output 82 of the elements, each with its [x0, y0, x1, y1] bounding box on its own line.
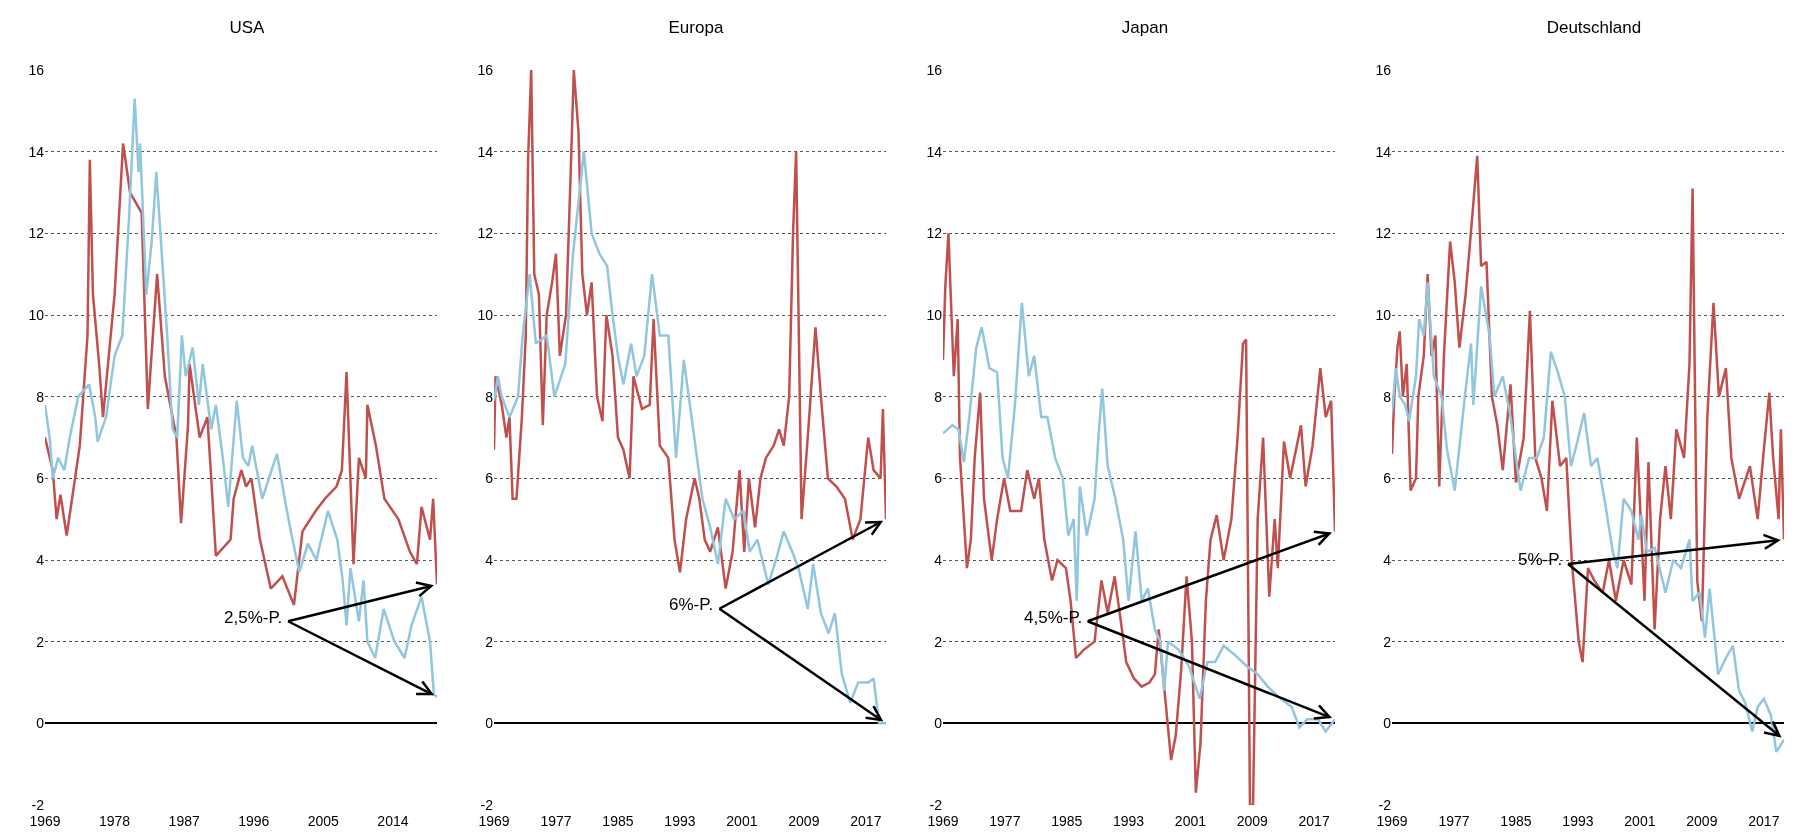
- annotation: 2,5%-P.: [224, 608, 283, 627]
- x-tick-label: 2001: [726, 813, 758, 829]
- x-tick-label: 1969: [1376, 813, 1408, 829]
- y-tick-label: 8: [1383, 388, 1392, 405]
- x-tick-label: 1969: [29, 813, 61, 829]
- x-tick-label: 2001: [1174, 813, 1207, 829]
- y-tick-label: 0: [36, 715, 45, 732]
- y-tick-label: 2: [1383, 633, 1392, 650]
- line-series: [1392, 154, 1784, 664]
- x-tick-label: 1996: [238, 813, 270, 829]
- y-tick-label: 14: [1375, 143, 1392, 160]
- line-series: [45, 142, 437, 607]
- x-tick-label: 1977: [989, 813, 1021, 829]
- x-tick-label: 1978: [99, 813, 131, 829]
- line-series: [494, 150, 886, 725]
- y-tick-label: 2: [485, 633, 494, 650]
- y-tick-label: 6: [1383, 470, 1392, 487]
- x-tick-label: 1969: [478, 813, 510, 829]
- y-tick-label: 12: [926, 225, 943, 242]
- x-tick-label: 2001: [1624, 813, 1656, 829]
- x-tick-label: 1985: [602, 813, 634, 829]
- line-series: [1392, 281, 1784, 754]
- x-tick-label: 1987: [168, 813, 200, 829]
- chart-title: Europa: [668, 17, 724, 37]
- y-tick-label: 6: [485, 470, 494, 487]
- y-tick-label: 14: [477, 143, 494, 160]
- x-tick-label: 1993: [1112, 813, 1145, 829]
- y-tick-label: 2: [36, 633, 45, 650]
- y-tick-label: 10: [1375, 306, 1392, 323]
- line-series: [943, 301, 1335, 733]
- x-tick-label: 2009: [1686, 813, 1718, 829]
- y-tick-label: 8: [934, 388, 943, 405]
- y-tick-label: 2: [934, 633, 943, 650]
- y-tick-label: 12: [28, 225, 45, 242]
- y-tick-label: -2: [31, 796, 45, 813]
- y-tick-label: 16: [28, 61, 45, 78]
- x-tick-label: 2017: [1748, 813, 1780, 829]
- annotation: 5%-P.: [1518, 550, 1563, 569]
- y-tick-label: 10: [477, 306, 494, 323]
- y-tick-label: 12: [477, 225, 494, 242]
- x-tick-label: 1985: [1500, 813, 1532, 829]
- x-tick-label: 1977: [540, 813, 572, 829]
- y-tick-label: 0: [934, 715, 943, 732]
- y-tick-label: 8: [485, 388, 494, 405]
- line-series: [494, 70, 886, 590]
- chart-title: Deutschland: [1546, 17, 1642, 37]
- chart-title: Japan: [1121, 17, 1169, 37]
- x-tick-label: 1977: [1438, 813, 1470, 829]
- y-tick-label: 12: [1375, 225, 1392, 242]
- x-tick-label: 1969: [927, 813, 959, 829]
- y-tick-label: 10: [28, 306, 45, 323]
- y-tick-label: 4: [485, 551, 494, 568]
- y-tick-label: 14: [926, 143, 943, 160]
- line-series: [45, 97, 437, 699]
- y-tick-label: 16: [477, 61, 494, 78]
- x-tick-label: 2005: [307, 813, 340, 829]
- y-tick-label: 4: [934, 551, 943, 568]
- y-tick-label: 6: [36, 470, 45, 487]
- y-tick-label: 4: [36, 551, 45, 568]
- y-tick-label: 6: [934, 470, 943, 487]
- y-tick-label: -2: [929, 796, 943, 813]
- x-tick-label: 1985: [1051, 813, 1083, 829]
- y-tick-label: 8: [36, 388, 45, 405]
- y-tick-label: -2: [480, 796, 494, 813]
- chart-title: USA: [229, 17, 266, 37]
- y-tick-label: 10: [926, 306, 943, 323]
- x-tick-label: 1993: [664, 813, 696, 829]
- y-tick-label: 16: [926, 61, 943, 78]
- y-tick-label: -2: [1378, 796, 1392, 813]
- x-tick-label: 1993: [1562, 813, 1594, 829]
- x-tick-label: 2014: [377, 813, 409, 829]
- y-tick-label: 14: [28, 143, 45, 160]
- y-tick-label: 4: [1383, 551, 1392, 568]
- line-series: [943, 232, 1335, 805]
- x-tick-label: 2009: [1236, 813, 1269, 829]
- x-tick-label: 2017: [1298, 813, 1330, 829]
- y-tick-label: 0: [1383, 715, 1392, 732]
- x-tick-label: 2009: [788, 813, 820, 829]
- y-tick-label: 16: [1375, 61, 1392, 78]
- y-tick-label: 0: [485, 715, 494, 732]
- x-tick-label: 2017: [850, 813, 882, 829]
- annotation: 6%-P.: [669, 595, 714, 614]
